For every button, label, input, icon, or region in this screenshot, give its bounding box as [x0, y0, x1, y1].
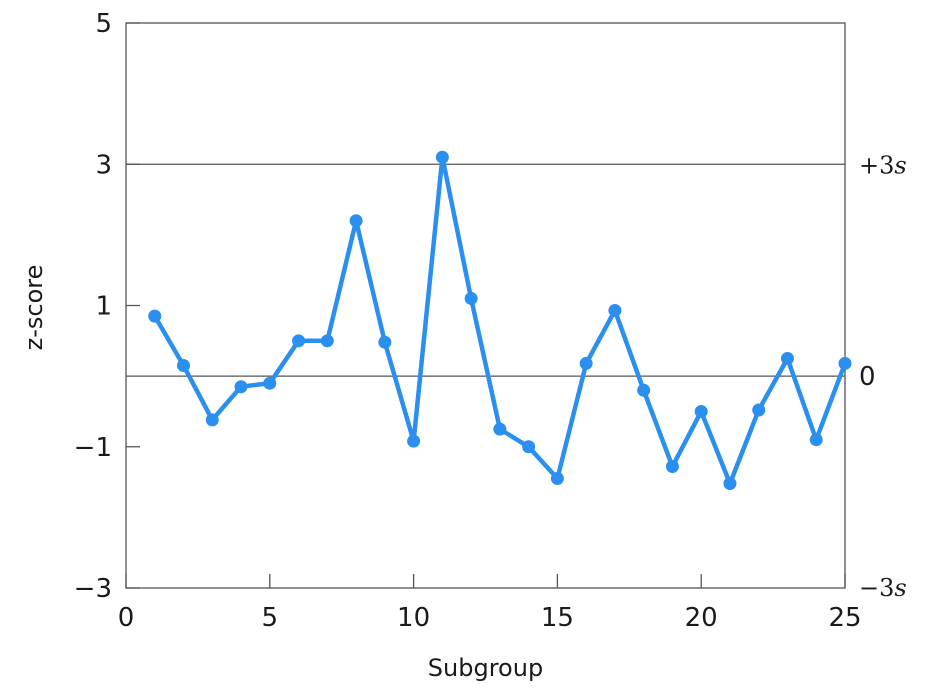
- x-tick-label: 25: [828, 603, 861, 633]
- y-tick-label: 1: [95, 292, 112, 322]
- data-point: [665, 460, 679, 474]
- y-tick-label: −3: [74, 574, 112, 604]
- data-point: [407, 434, 421, 448]
- y-tick-label: −1: [74, 433, 112, 463]
- x-tick-label: 0: [118, 603, 135, 633]
- labels-layer: +3s 0 −3s 0 5 10 15 20 25 5 3 1 −1 −3 Subgroup z-score: [20, 9, 907, 682]
- plot-frame: [125, 22, 846, 589]
- data-point: [637, 383, 651, 397]
- data-point: [838, 356, 852, 370]
- data-point: [579, 356, 593, 370]
- y-tick-label: 5: [95, 9, 112, 39]
- data-point: [550, 472, 564, 486]
- data-point: [464, 291, 478, 305]
- data-point: [522, 440, 536, 454]
- reference-lines-layer: [126, 163, 845, 377]
- data-point: [694, 404, 708, 418]
- data-point: [263, 376, 277, 390]
- series-layer: [148, 150, 852, 490]
- data-point: [809, 433, 823, 447]
- data-point: [205, 413, 219, 427]
- data-point: [177, 359, 191, 373]
- reference-line-label: 0: [859, 362, 876, 392]
- data-point: [752, 403, 766, 417]
- data-point: [349, 214, 363, 228]
- data-point: [148, 309, 162, 323]
- reference-line-label: +3s: [859, 151, 907, 179]
- data-point: [723, 476, 737, 490]
- data-point: [435, 150, 449, 164]
- x-tick-label: 10: [397, 603, 430, 633]
- x-tick-label: 20: [685, 603, 718, 633]
- plot-frame-layer: [125, 22, 846, 589]
- data-point: [320, 334, 334, 348]
- data-point: [378, 335, 392, 349]
- axis-ticks-layer: [125, 22, 846, 589]
- x-tick-label: 5: [262, 603, 279, 633]
- reference-line-label: −3s: [859, 574, 907, 602]
- data-point: [608, 303, 622, 317]
- data-point: [234, 380, 248, 394]
- y-axis-title: z-score: [20, 265, 48, 351]
- data-point: [780, 351, 794, 365]
- data-point: [493, 422, 507, 436]
- x-axis-title: Subgroup: [428, 654, 543, 682]
- data-point: [292, 334, 306, 348]
- x-tick-label: 15: [541, 603, 574, 633]
- y-tick-label: 3: [95, 150, 112, 180]
